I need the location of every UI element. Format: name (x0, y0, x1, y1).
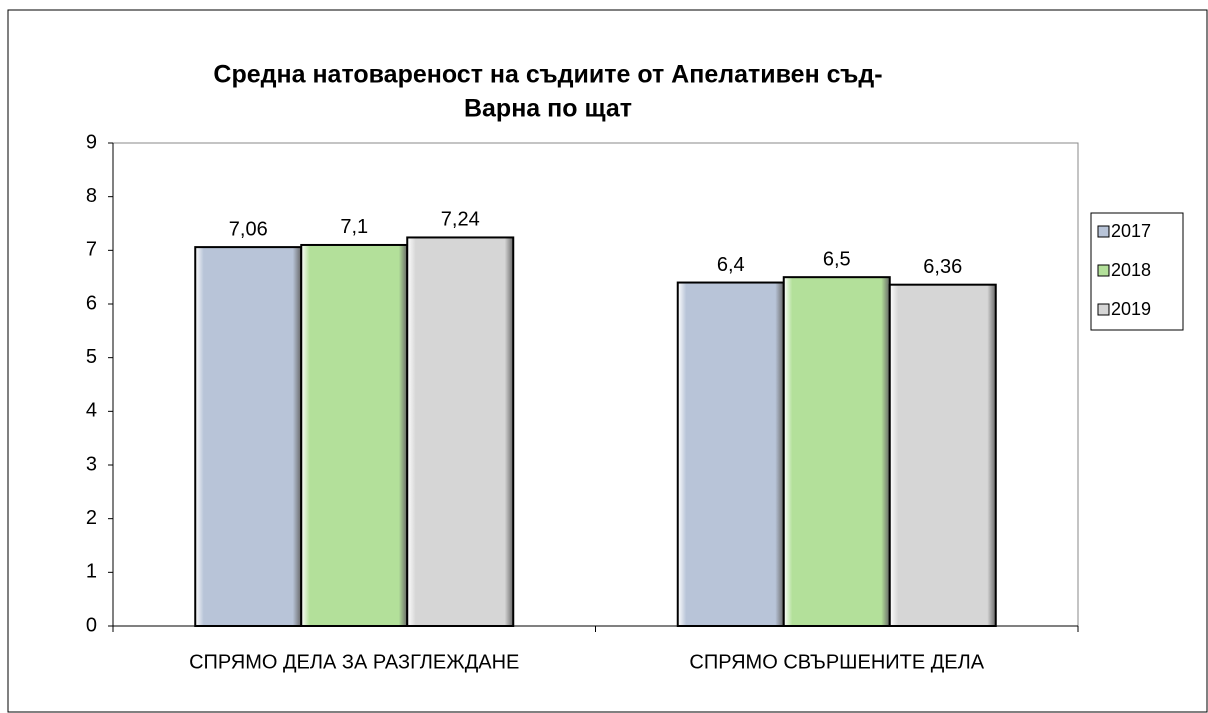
chart-title: Средна натовареност на съдиите от Апелат… (213, 61, 882, 89)
value-label: 7,24 (441, 209, 480, 231)
legend-swatch (1097, 264, 1110, 277)
legend-swatch (1097, 225, 1110, 238)
value-label: 6,36 (923, 256, 962, 278)
legend-label: 2019 (1111, 299, 1151, 319)
y-tick-label: 1 (86, 561, 97, 583)
bar (194, 246, 303, 627)
bar (782, 276, 891, 627)
y-tick-label: 6 (86, 292, 97, 314)
y-tick-label: 8 (86, 185, 97, 207)
y-tick-label: 2 (86, 507, 97, 529)
y-tick-label: 4 (86, 400, 97, 422)
value-label: 6,4 (717, 254, 745, 276)
bar (676, 281, 785, 627)
y-tick-label: 9 (86, 131, 97, 153)
y-tick-label: 5 (86, 346, 97, 368)
legend-swatch (1097, 303, 1110, 316)
value-label: 7,06 (229, 218, 268, 240)
chart-title: Варна по щат (464, 95, 632, 123)
bar (406, 236, 515, 627)
value-label: 6,5 (823, 248, 851, 270)
y-tick-label: 3 (86, 453, 97, 475)
bar (300, 243, 409, 627)
legend-label: 2017 (1111, 221, 1151, 241)
bar (888, 283, 997, 627)
legend-label: 2018 (1111, 260, 1151, 280)
legend: 2017 2018 2019 (1097, 221, 1151, 319)
x-tick-label: СПРЯМО СВЪРШЕНИТЕ ДЕЛА (689, 651, 984, 673)
y-tick-label: 7 (86, 239, 97, 261)
value-label: 7,1 (340, 216, 368, 238)
y-tick-label: 0 (86, 614, 97, 636)
x-tick-label: СПРЯМО ДЕЛА ЗА РАЗГЛЕЖДАНЕ (189, 651, 519, 673)
